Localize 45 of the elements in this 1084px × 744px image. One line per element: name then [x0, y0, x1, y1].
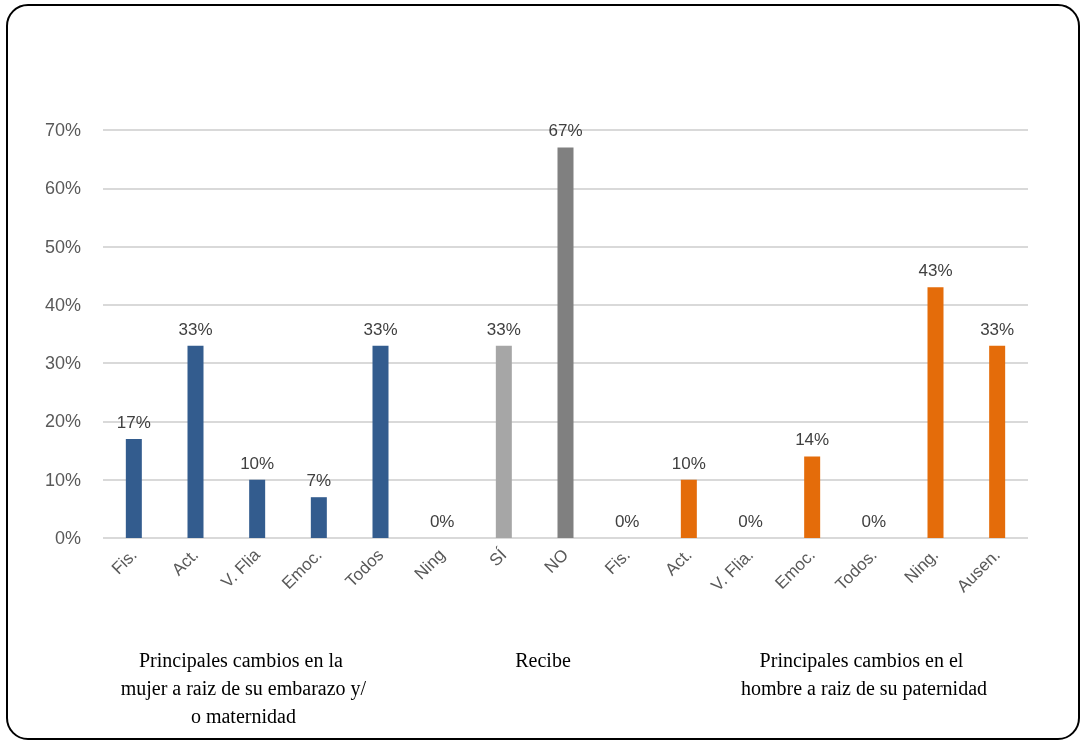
text: Recibe [515, 649, 571, 671]
data-label: 0% [861, 512, 887, 531]
x-tick-label: V. Flia [217, 544, 265, 592]
data-label: 0% [738, 512, 763, 531]
text: Principales cambios en el hombre a raiz de su paternidad [740, 649, 988, 700]
bar [187, 345, 204, 538]
x-tick-label: V. Flia. [707, 545, 758, 595]
x-tick-label: NO [540, 545, 573, 577]
bar [372, 345, 389, 538]
x-tick-label: Act. [661, 545, 696, 580]
data-label: 14% [795, 430, 830, 450]
y-tick-label: 30% [44, 353, 81, 374]
y-tick-label: 50% [44, 236, 81, 257]
data-label: 7% [306, 471, 332, 491]
y-tick-label: 10% [44, 469, 81, 490]
bar [804, 456, 821, 538]
data-label: 67% [548, 121, 583, 141]
data-label: 0% [614, 512, 640, 531]
y-tick-label: 0% [54, 528, 81, 548]
y-tick-label: 40% [44, 294, 81, 315]
bar [557, 147, 574, 538]
y-tick-label: 60% [44, 178, 81, 199]
bar [989, 345, 1006, 538]
bar [125, 438, 142, 538]
data-label: 33% [178, 319, 213, 339]
data-label: 17% [116, 412, 151, 432]
x-tick-label: SÍ [485, 545, 511, 571]
bar [680, 479, 697, 538]
x-tick-label: Fis. [107, 545, 141, 579]
y-tick-label: 20% [44, 411, 81, 432]
data-label: 10% [240, 453, 275, 473]
bar [249, 479, 266, 538]
data-label: 33% [363, 319, 398, 339]
bar [495, 345, 512, 538]
data-label: 0% [429, 512, 455, 531]
bar [310, 497, 327, 538]
data-label: 33% [486, 319, 521, 339]
bar [927, 287, 944, 538]
y-tick-label: 70% [44, 120, 81, 140]
data-label: 10% [671, 453, 706, 473]
x-tick-label: Act. [168, 545, 203, 580]
x-tick-label: Fis. [601, 545, 634, 579]
data-label: 43% [918, 261, 953, 281]
data-label: 33% [980, 319, 1015, 339]
text: Principales cambios en la mujer a raiz de su embarazo y/o maternidad [120, 649, 367, 727]
